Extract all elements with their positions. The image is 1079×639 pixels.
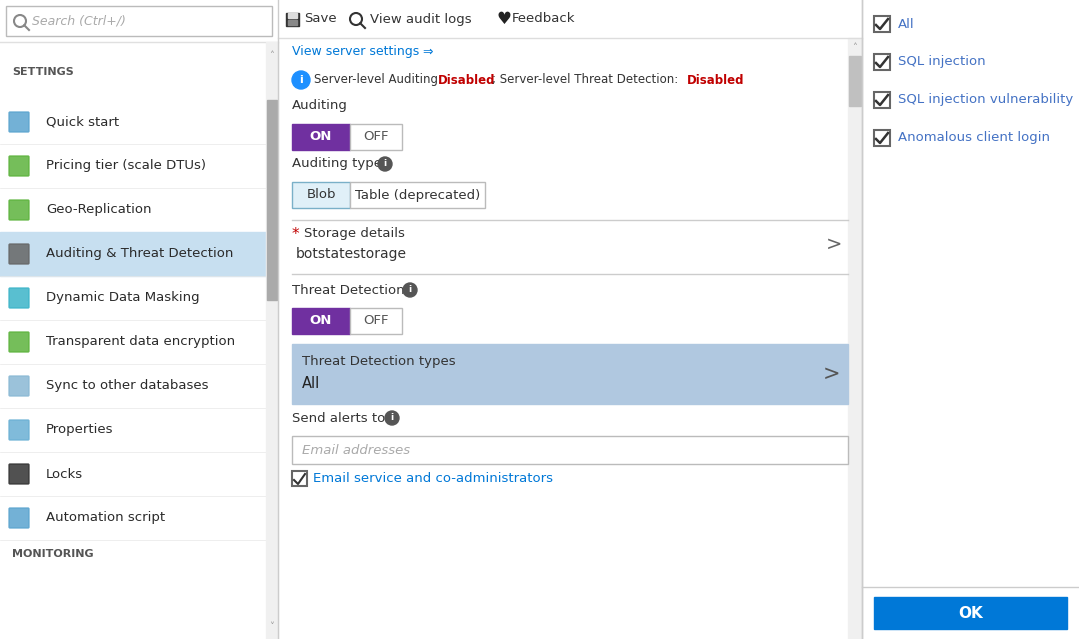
Text: SETTINGS: SETTINGS <box>12 67 73 77</box>
Bar <box>292 436 848 464</box>
Text: OFF: OFF <box>364 130 388 144</box>
Text: Transparent data encryption: Transparent data encryption <box>46 335 235 348</box>
Text: ⇒: ⇒ <box>422 45 433 59</box>
Text: MONITORING: MONITORING <box>12 549 94 559</box>
Text: Auditing & Threat Detection: Auditing & Threat Detection <box>46 247 233 261</box>
Bar <box>0 232 267 276</box>
Text: Quick start: Quick start <box>46 116 119 128</box>
Text: Locks: Locks <box>46 468 83 481</box>
Text: Automation script: Automation script <box>46 511 165 525</box>
Text: botstatestorage: botstatestorage <box>296 247 407 261</box>
FancyBboxPatch shape <box>9 376 29 396</box>
Text: Anomalous client login: Anomalous client login <box>898 132 1050 144</box>
Bar <box>267 100 277 300</box>
Text: Save: Save <box>304 13 337 26</box>
Text: SQL injection: SQL injection <box>898 56 985 68</box>
Text: ♥: ♥ <box>496 10 510 28</box>
Text: Pricing tier (scale DTUs): Pricing tier (scale DTUs) <box>46 160 206 173</box>
Text: >: > <box>822 364 839 384</box>
Bar <box>0 0 278 639</box>
FancyBboxPatch shape <box>9 200 29 220</box>
Text: Properties: Properties <box>46 424 113 436</box>
Text: Dynamic Data Masking: Dynamic Data Masking <box>46 291 200 305</box>
Bar <box>278 0 862 639</box>
Bar <box>874 54 890 70</box>
Text: Disabled: Disabled <box>687 73 745 86</box>
Text: i: i <box>299 75 303 85</box>
Text: ˅: ˅ <box>270 622 274 632</box>
Text: Threat Detection: Threat Detection <box>292 284 405 296</box>
Text: *: * <box>292 226 300 242</box>
Text: Auditing type: Auditing type <box>292 157 382 171</box>
Text: All: All <box>898 17 915 31</box>
Bar <box>292 124 350 150</box>
Bar <box>292 308 350 334</box>
Text: All: All <box>302 376 320 392</box>
Text: Feedback: Feedback <box>513 13 575 26</box>
Text: View audit logs: View audit logs <box>370 13 472 26</box>
FancyBboxPatch shape <box>9 112 29 132</box>
Text: ˄: ˄ <box>270 51 274 61</box>
Text: Disabled: Disabled <box>438 73 495 86</box>
Text: ON: ON <box>310 314 332 328</box>
Text: i: i <box>409 286 411 295</box>
Circle shape <box>402 283 416 297</box>
Bar <box>267 42 278 639</box>
Text: ON: ON <box>310 130 332 144</box>
Text: View server settings: View server settings <box>292 45 420 59</box>
Bar <box>350 308 402 334</box>
Bar <box>874 130 890 146</box>
Text: ; Server-level Threat Detection:: ; Server-level Threat Detection: <box>492 73 682 86</box>
Text: OK: OK <box>958 606 983 620</box>
Bar <box>292 344 848 404</box>
Bar <box>286 13 299 26</box>
Text: SQL injection vulnerability: SQL injection vulnerability <box>898 93 1074 107</box>
FancyBboxPatch shape <box>9 508 29 528</box>
Text: Email service and co-administrators: Email service and co-administrators <box>313 472 554 484</box>
Text: Geo-Replication: Geo-Replication <box>46 203 151 217</box>
Bar <box>874 597 1067 629</box>
Circle shape <box>385 411 399 425</box>
Text: ˄: ˄ <box>852 43 858 53</box>
Bar <box>350 182 484 208</box>
Circle shape <box>378 157 392 171</box>
FancyBboxPatch shape <box>9 332 29 352</box>
Text: Threat Detection types: Threat Detection types <box>302 355 455 369</box>
Text: Storage details: Storage details <box>304 227 405 240</box>
Text: Server-level Auditing:: Server-level Auditing: <box>314 73 446 86</box>
FancyBboxPatch shape <box>9 156 29 176</box>
FancyBboxPatch shape <box>9 464 29 484</box>
Text: Send alerts to: Send alerts to <box>292 412 385 424</box>
Text: Auditing: Auditing <box>292 100 347 112</box>
Bar <box>6 6 272 36</box>
Text: OFF: OFF <box>364 314 388 328</box>
Bar <box>288 13 297 19</box>
Text: i: i <box>383 160 386 169</box>
Bar <box>292 182 350 208</box>
Circle shape <box>292 71 310 89</box>
Text: Table (deprecated): Table (deprecated) <box>355 189 480 201</box>
Bar <box>848 38 862 639</box>
Bar <box>278 0 862 38</box>
Bar <box>350 124 402 150</box>
Text: Email addresses: Email addresses <box>302 443 410 456</box>
Bar <box>849 56 861 106</box>
Bar <box>292 470 308 486</box>
FancyBboxPatch shape <box>9 288 29 308</box>
Bar <box>862 0 1079 639</box>
Bar <box>288 20 297 25</box>
Text: Sync to other databases: Sync to other databases <box>46 380 208 392</box>
FancyBboxPatch shape <box>9 420 29 440</box>
FancyBboxPatch shape <box>9 244 29 264</box>
Bar <box>874 92 890 108</box>
Text: Search (Ctrl+/): Search (Ctrl+/) <box>32 15 126 27</box>
Text: i: i <box>391 413 394 422</box>
Text: >: > <box>825 235 842 254</box>
Bar <box>874 16 890 32</box>
Text: Blob: Blob <box>306 189 336 201</box>
